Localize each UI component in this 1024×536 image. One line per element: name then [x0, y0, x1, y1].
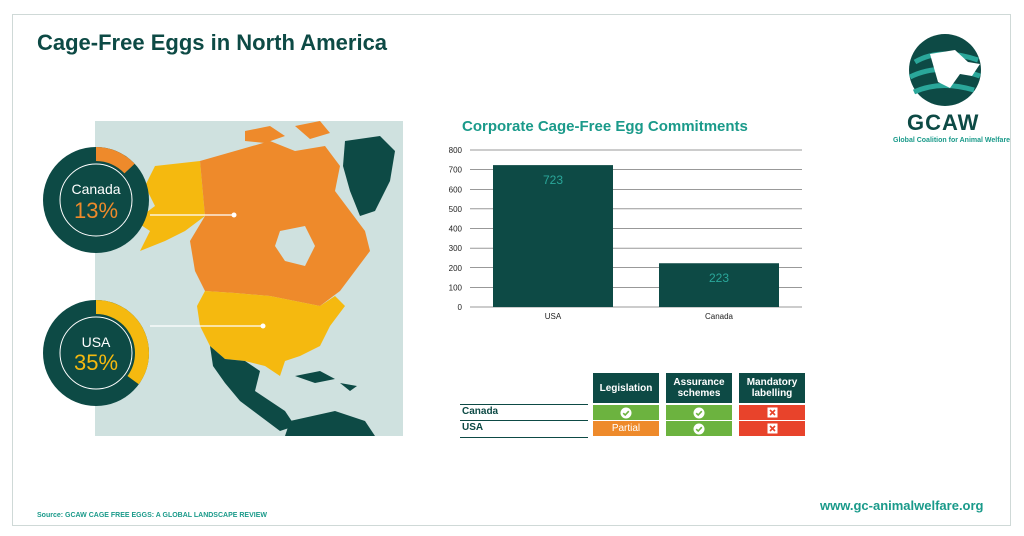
- y-tick-label: 100: [449, 283, 463, 292]
- y-tick-label: 700: [449, 166, 463, 175]
- map-svg: [135, 121, 395, 436]
- status-cell-yes: [666, 421, 732, 436]
- alaska-shape: [135, 161, 205, 251]
- y-tick-label: 600: [449, 185, 463, 194]
- caribbean-shape: [295, 371, 357, 391]
- table-row-divider: [460, 404, 588, 405]
- logo-subtitle: Global Coalition for Animal Welfare: [893, 137, 1011, 144]
- check-icon: [693, 423, 705, 434]
- south-america-shape: [285, 411, 375, 436]
- donut-arc-canada: [43, 147, 149, 253]
- website-link[interactable]: www.gc-animalwelfare.org: [820, 498, 984, 513]
- donut-inner-ring: [59, 316, 133, 390]
- table-header: Legislation: [593, 373, 659, 403]
- check-icon: [693, 407, 705, 418]
- status-cell-no: [739, 421, 805, 436]
- table-row-divider: [460, 437, 588, 438]
- source-note: Source: GCAW CAGE FREE EGGS: A GLOBAL LA…: [37, 512, 267, 519]
- usa-donut-label: USA: [81, 334, 111, 350]
- north-america-map: [95, 121, 403, 436]
- greenland-shape: [343, 136, 395, 216]
- data-label: 223: [709, 271, 729, 285]
- status-cell-no: [739, 405, 805, 420]
- arctic-islands-shape: [245, 121, 330, 143]
- y-tick-label: 0: [458, 303, 463, 312]
- y-tick-label: 200: [449, 264, 463, 273]
- hudson-bay-shape: [275, 226, 315, 266]
- status-cell-yes: [666, 405, 732, 420]
- x-tick-label: USA: [545, 312, 562, 321]
- cross-icon: [767, 407, 777, 418]
- table-row-label: Canada: [462, 406, 499, 417]
- y-tick-label: 500: [449, 205, 463, 214]
- table-header: Assurance schemes: [666, 373, 732, 403]
- data-label: 723: [543, 173, 563, 187]
- cross-icon: [767, 423, 777, 434]
- table-header: Mandatory labelling: [739, 373, 805, 403]
- page-title: Cage-Free Eggs in North America: [37, 30, 388, 55]
- mexico-shape: [210, 346, 295, 431]
- canada-shape: [190, 141, 370, 306]
- y-tick-label: 400: [449, 225, 463, 234]
- usa-shape: [197, 291, 345, 376]
- donut-bg: [43, 147, 149, 253]
- table-row-divider: [460, 420, 588, 421]
- y-tick-label: 300: [449, 244, 463, 253]
- usa-donut: [43, 300, 149, 406]
- canada-donut: [43, 147, 149, 253]
- donut-arc-usa: [43, 300, 149, 406]
- check-icon: [620, 407, 632, 418]
- bar-usa: [493, 165, 613, 307]
- bar-chart: 0 100 200 300 400 500 600 700 800 723 USA 223 Canada: [449, 146, 802, 321]
- canada-donut-label: Canada: [71, 181, 121, 197]
- table-row-label: USA: [462, 422, 484, 433]
- gcaw-logo-icon: [908, 34, 981, 106]
- status-cell-yes: [593, 405, 659, 420]
- status-cell-partial: Partial: [593, 421, 659, 436]
- bar-canada: [659, 263, 779, 307]
- page-frame: [12, 14, 1011, 526]
- usa-donut-value: 35%: [73, 350, 119, 375]
- donut-inner-ring: [59, 163, 133, 237]
- x-tick-label: Canada: [705, 312, 734, 321]
- y-tick-label: 800: [449, 146, 463, 155]
- canada-donut-value: 13%: [73, 198, 119, 223]
- donut-bg: [43, 300, 149, 406]
- logo-wordmark: GCAW: [907, 110, 980, 135]
- chart-title: Corporate Cage-Free Egg Commitments: [462, 118, 748, 135]
